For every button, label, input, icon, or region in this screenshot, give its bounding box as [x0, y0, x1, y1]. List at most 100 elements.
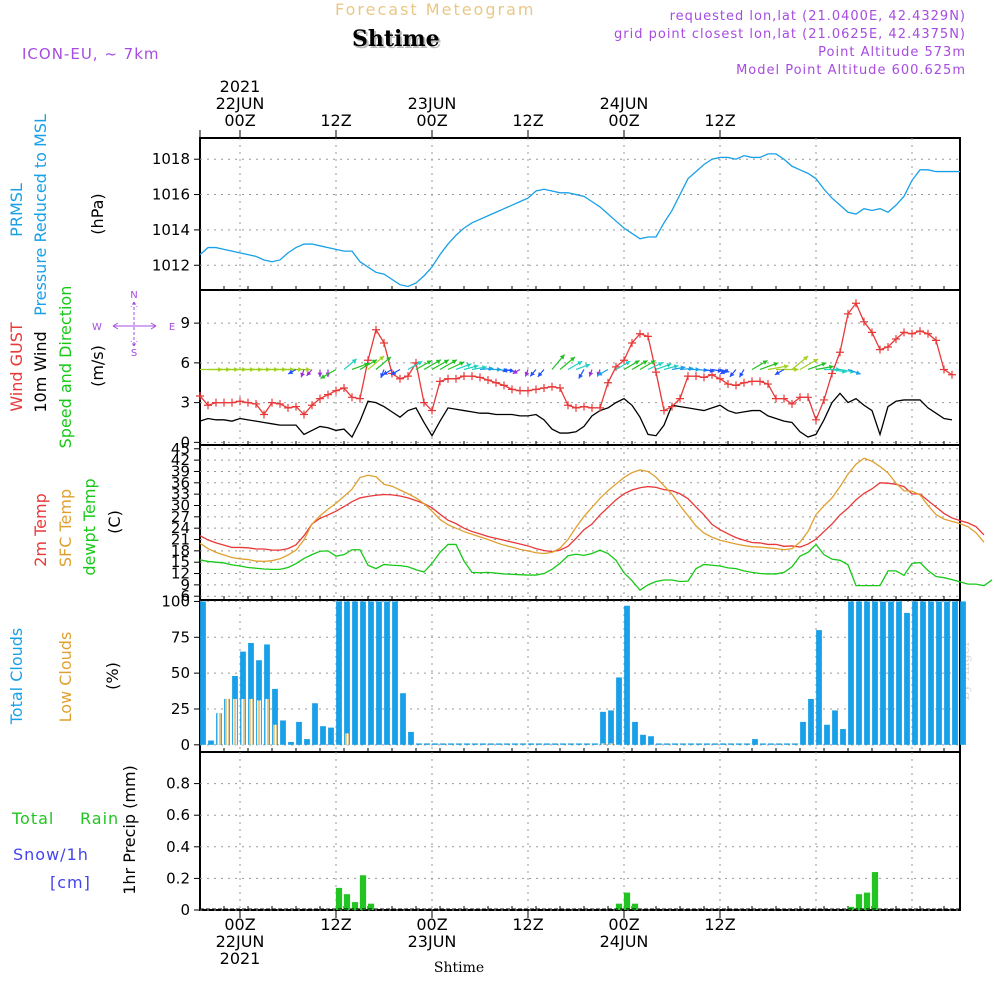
wind-gust-marker [252, 399, 260, 408]
wind-arrow-head [435, 359, 441, 365]
cloud-total-bar [744, 743, 750, 745]
cloud-label-low: Low Clouds [56, 632, 75, 723]
cloud-low-bar [225, 698, 229, 745]
wind-arrow-head [300, 372, 305, 378]
temp-label-unit: (C) [105, 510, 124, 534]
wind-arrow [647, 361, 664, 371]
cloud-total-bar [824, 724, 830, 745]
wind-arrow-head [306, 367, 311, 372]
temperature-ytick-label: 9 [180, 576, 190, 594]
cloud-low-bar [257, 700, 261, 745]
cloud-total-bar [640, 734, 646, 745]
wind-arrow [439, 359, 458, 371]
wind-speed-line [199, 392, 953, 439]
cloud-total-bar [280, 720, 286, 745]
wind-arrow-head [379, 355, 385, 361]
grid-point-location: grid point closest lon,lat (21.0625E, 42… [614, 27, 966, 42]
model-altitude: Model Point Altitude 600.625m [736, 63, 966, 78]
wind-arrow-head [709, 368, 715, 373]
wind-gust-marker [860, 317, 868, 326]
cloud-total-bar [488, 743, 494, 745]
precip-ytick-label: 0.8 [166, 775, 190, 793]
cloud-total-bar [416, 743, 422, 745]
wind-label-dir: Speed and Direction [56, 286, 75, 449]
wind-ytick-label: 3 [180, 394, 190, 412]
wind-arrow-head [803, 355, 809, 361]
precip-rain-bar [855, 894, 863, 910]
compass-e: E [169, 322, 175, 333]
cloud-total-bar [688, 743, 694, 745]
top-time-label: 22JUN [216, 94, 265, 113]
wind-arrow-head [794, 367, 799, 372]
cloud-total-bar [240, 651, 246, 745]
wind-arrow-head [512, 369, 518, 374]
cloud-total-bar [408, 731, 414, 745]
temperature-ytick-label: 45 [171, 440, 190, 458]
cloud-total-bar [784, 743, 790, 745]
wind-gust-marker [820, 395, 828, 404]
cloud-total-bar [960, 601, 966, 745]
cloud-total-bar [912, 601, 918, 745]
pressure-label-name: Pressure Reduced to MSL [31, 114, 50, 316]
cloud-total-bar [800, 721, 806, 745]
wind-gust-marker [916, 327, 924, 336]
wind-arrow-head [688, 366, 694, 372]
wind-arrow-head [774, 370, 780, 375]
wind-gust-marker [532, 385, 540, 394]
cloud-total-bar [760, 743, 766, 745]
wind-gust-marker [588, 403, 596, 412]
cloud-total-bar [456, 743, 462, 745]
wind-gust-marker [900, 328, 908, 337]
wind-arrow [343, 358, 358, 370]
wind-arrow [575, 363, 591, 371]
wind-arrow-head [451, 359, 457, 365]
wind-arrow-head [739, 372, 744, 378]
wind-gust-marker [876, 345, 884, 354]
wind-arrow [415, 359, 432, 371]
top-time-label: 23JUN [408, 94, 457, 113]
compass-n: N [130, 290, 137, 301]
wind-gust-marker [908, 329, 916, 338]
pressure-ytick-label: 1012 [152, 256, 190, 274]
cloud-total-bar [424, 743, 430, 745]
cloud-total-bar [552, 743, 558, 745]
wind-arrow-head [473, 364, 479, 370]
cloud-label-total: Total Clouds [7, 628, 26, 726]
precip-ytick-label: 0 [180, 901, 190, 919]
wind-arrow [382, 368, 393, 376]
wind-gust-marker [692, 372, 700, 381]
wind-arrow-head [537, 371, 543, 377]
cloud-total-bar [512, 743, 518, 745]
pressure-ytick-label: 1016 [152, 186, 190, 204]
temperature-ytick-label: 18 [171, 542, 190, 560]
wind-gust-marker [764, 380, 772, 389]
wind-arrow [455, 363, 472, 371]
wind-arrow-head [813, 358, 819, 364]
wind-gust-marker [284, 403, 292, 412]
wind-arrow [807, 362, 827, 371]
wind-arrow-head [828, 364, 834, 370]
temperature-ytick-label: 21 [171, 531, 190, 549]
wind-gust-marker [700, 373, 708, 382]
temp-label-2m: 2m Temp [31, 493, 50, 567]
wind-gust-marker [788, 399, 796, 408]
wind-arrow [597, 368, 609, 377]
precip-rain-bar [351, 902, 359, 910]
wind-gust-marker [316, 394, 324, 403]
bottom-time-label: 00Z [416, 915, 447, 934]
cloud-total-bar [672, 743, 678, 745]
wind-gust-marker [380, 338, 388, 347]
cloud-total-bar [376, 601, 382, 745]
footer-station-label: Shtime [434, 960, 484, 976]
top-time-label: 00Z [416, 111, 447, 130]
cloud-total-bar [632, 721, 638, 745]
cloud-total-bar [832, 710, 838, 745]
precip-rain-bar [847, 906, 855, 910]
wind-gust-marker [628, 338, 636, 347]
clouds-ytick-label: 0 [180, 736, 190, 754]
wind-arrow [719, 368, 729, 375]
wind-gust-marker [812, 415, 820, 424]
wind-gust-marker [940, 365, 948, 374]
wind-gust-marker [484, 376, 492, 385]
